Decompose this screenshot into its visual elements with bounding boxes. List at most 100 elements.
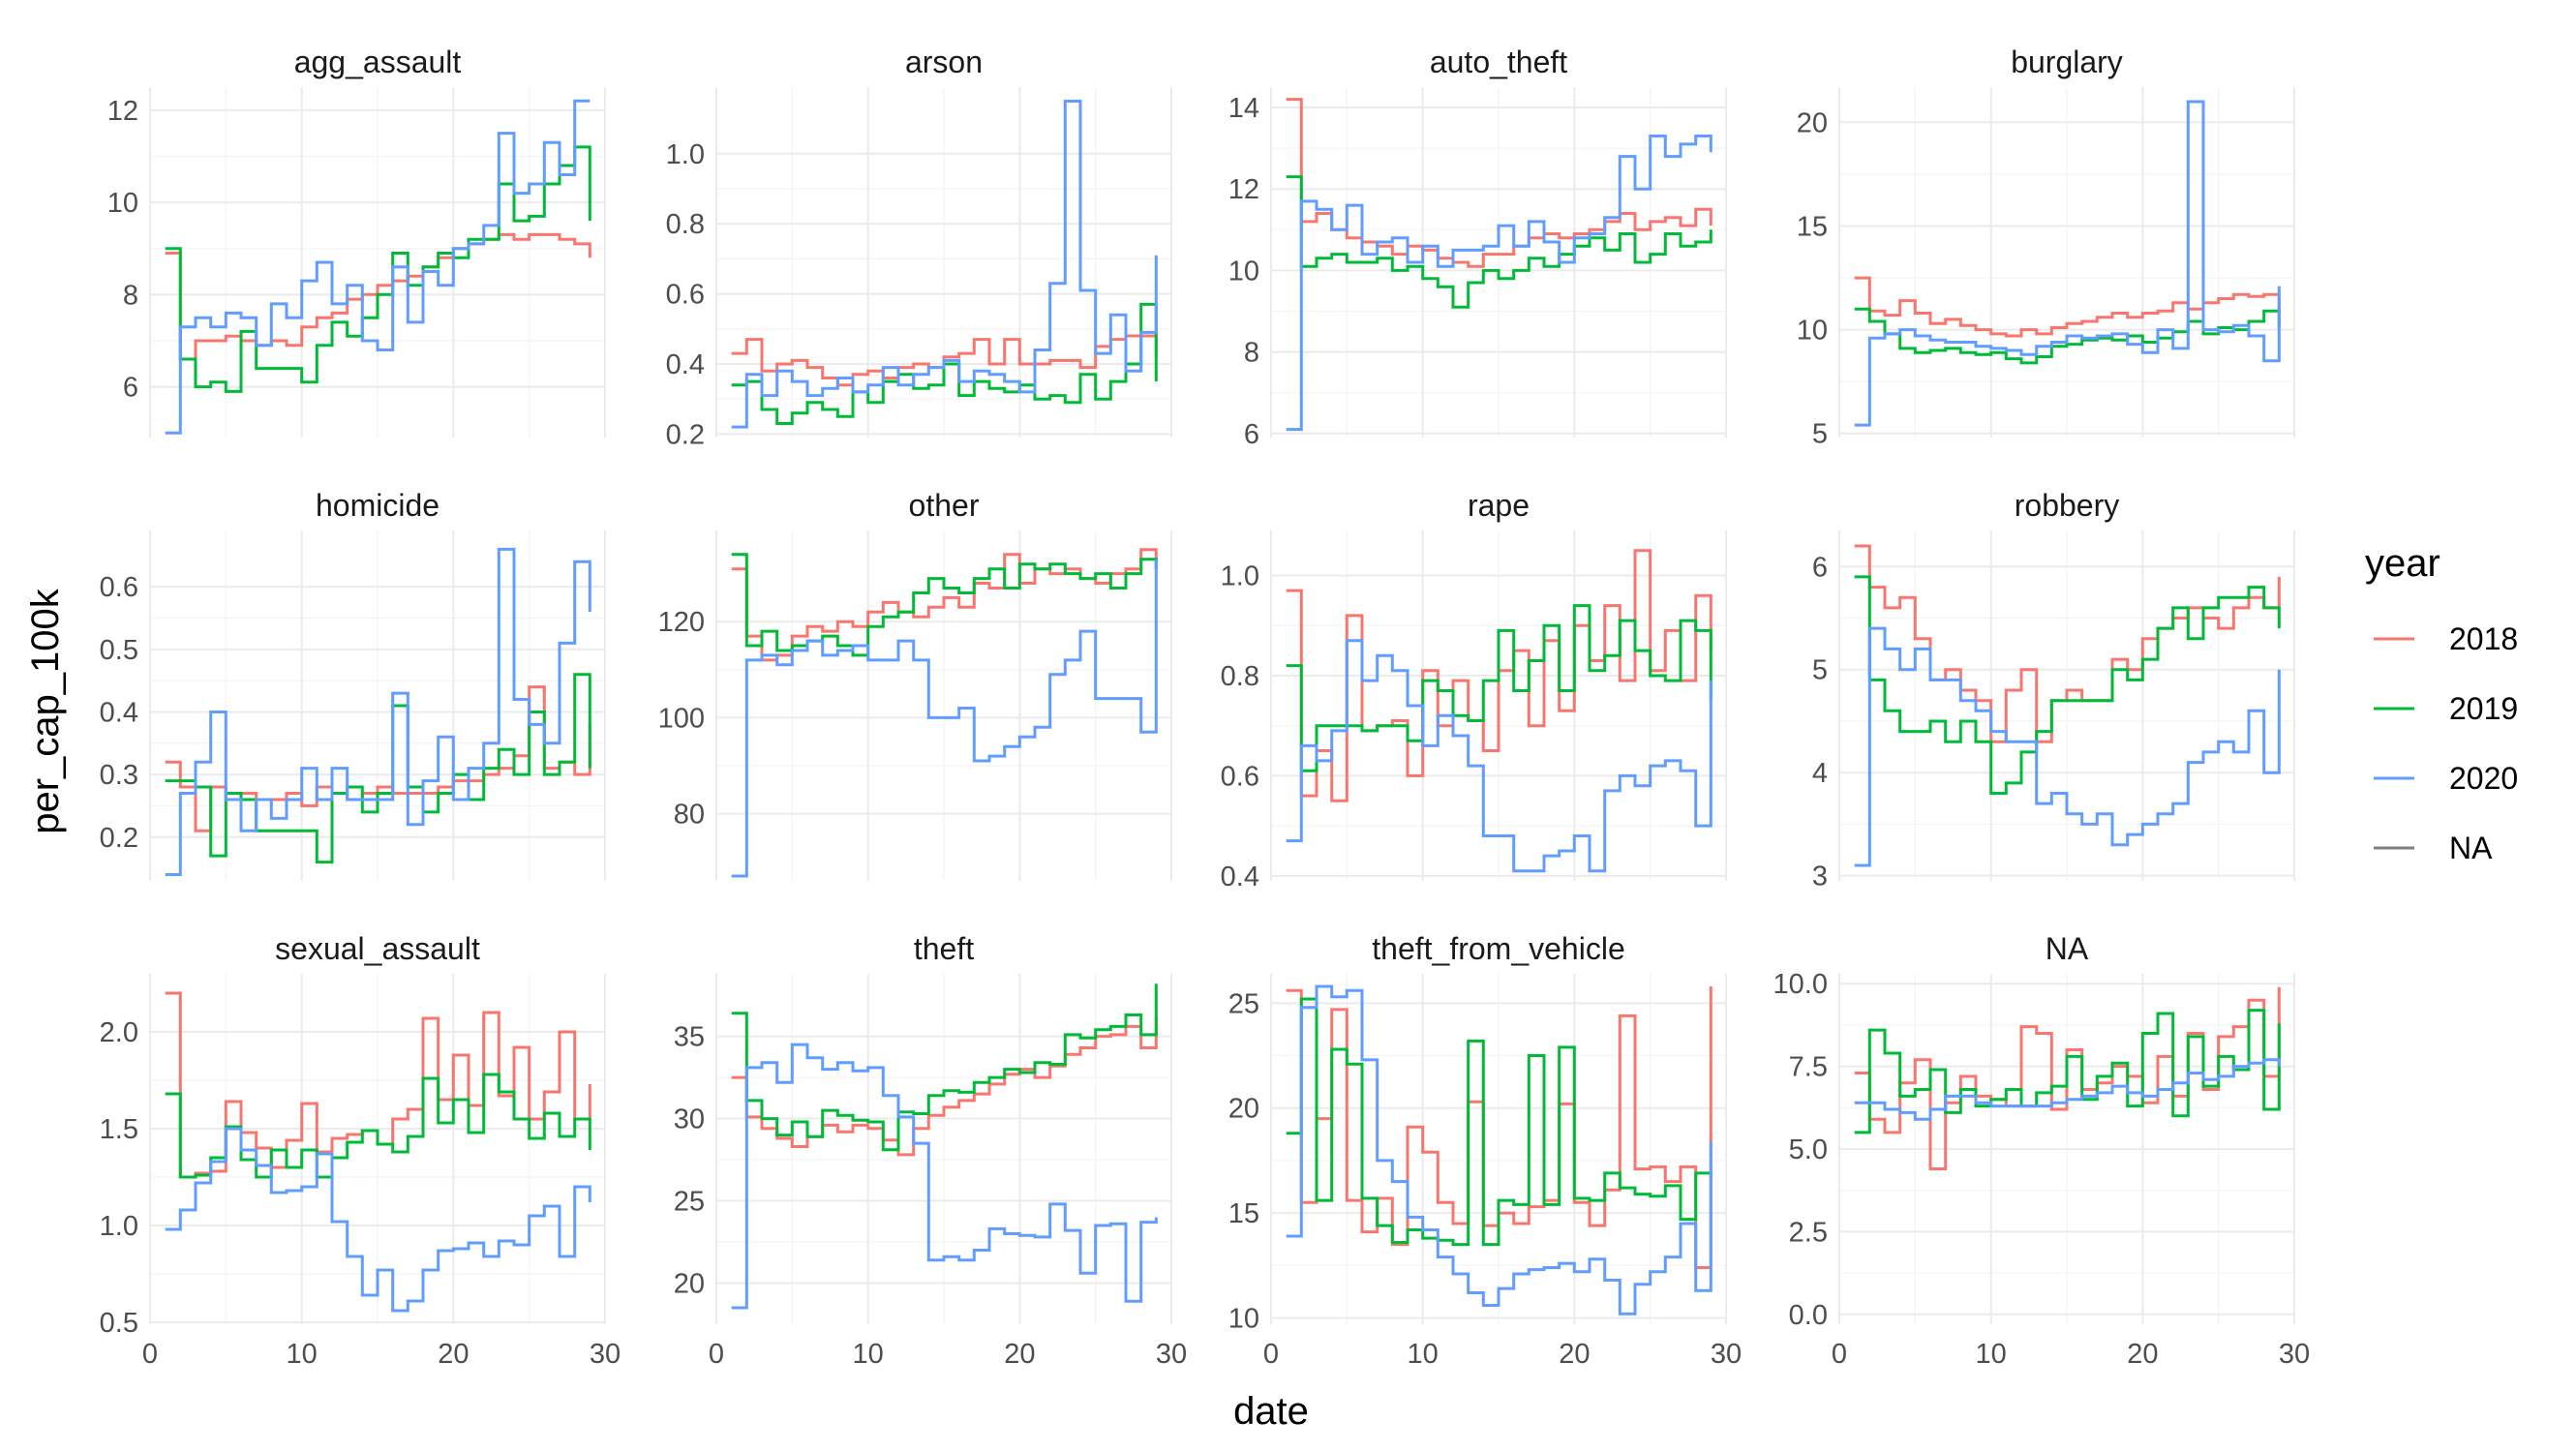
- series-2019-line: [165, 145, 591, 393]
- panel-title: theft_from_vehicle: [1372, 931, 1624, 966]
- x-tick-label: 30: [1711, 1339, 1742, 1370]
- y-tick-label: 25: [1228, 988, 1259, 1019]
- x-tick-label: 10: [853, 1339, 884, 1370]
- y-tick-label: 1.0: [1221, 561, 1259, 592]
- series-2020-line: [731, 559, 1158, 878]
- facet-panels: agg_assault 6 8 10 12 arson 0.2 0.4 0.6 0.8 1.0 aut…: [100, 45, 2310, 1370]
- y-tick-label: 10: [107, 188, 138, 219]
- y-tick-label: 7.5: [1789, 1052, 1828, 1083]
- y-tick-label: 20: [1797, 107, 1828, 138]
- x-tick-label: 30: [1156, 1339, 1187, 1370]
- y-tick-label: 10: [1228, 1303, 1259, 1334]
- y-tick-label: 6: [1812, 552, 1828, 583]
- panel-agg-assault: agg_assault 6 8 10 12: [107, 45, 606, 438]
- y-tick-label: 5.0: [1789, 1134, 1828, 1165]
- legend-title: year: [2365, 542, 2440, 585]
- y-tick-label: 0.8: [666, 209, 705, 240]
- y-tick-label: 0.4: [666, 349, 705, 380]
- panel-title: NA: [2046, 931, 2089, 966]
- x-tick-label: 10: [1976, 1339, 2007, 1370]
- panel-arson: arson 0.2 0.4 0.6 0.8 1.0: [666, 45, 1172, 450]
- series-2020-line: [165, 547, 591, 876]
- legend-label-2018: 2018: [2449, 621, 2518, 656]
- y-axis-title: per_cap_100k: [24, 588, 67, 834]
- panel-title: arson: [905, 45, 983, 79]
- series-2020-line: [165, 99, 591, 435]
- series-2018-line: [731, 1016, 1158, 1157]
- y-tick-label: 10: [1797, 316, 1828, 347]
- y-tick-label: 6: [123, 373, 138, 404]
- y-tick-label: 80: [674, 800, 705, 831]
- series-2019-line: [1854, 575, 2281, 795]
- series-2020-line: [731, 100, 1158, 429]
- x-tick-label: 20: [2127, 1339, 2158, 1370]
- y-tick-label: 15: [1228, 1198, 1259, 1229]
- x-tick-label: 20: [438, 1339, 469, 1370]
- y-tick-label: 1.5: [100, 1114, 138, 1145]
- x-tick-label: 20: [1559, 1339, 1590, 1370]
- y-tick-label: 2.0: [100, 1017, 138, 1048]
- x-tick-label: 0: [709, 1339, 724, 1370]
- y-tick-label: 30: [674, 1104, 705, 1135]
- panel-title: other: [909, 488, 980, 523]
- y-tick-label: 20: [674, 1269, 705, 1300]
- x-axis-title: date: [1233, 1390, 1309, 1433]
- panel-title: auto_theft: [1430, 45, 1567, 79]
- panel-title: homicide: [316, 488, 439, 523]
- y-tick-label: 8: [1244, 338, 1259, 369]
- y-tick-label: 120: [658, 607, 705, 638]
- legend-label-na: NA: [2449, 831, 2493, 865]
- panel-rape: rape 0.4 0.6 0.8 1.0: [1221, 488, 1727, 892]
- y-tick-label: 0.6: [1221, 761, 1259, 792]
- x-tick-label: 0: [142, 1339, 158, 1370]
- panel-title: agg_assault: [294, 45, 462, 79]
- y-tick-label: 0.2: [666, 419, 705, 450]
- y-tick-label: 0.3: [100, 760, 138, 791]
- y-tick-label: 0.4: [100, 697, 138, 728]
- series-2019-line: [731, 983, 1158, 1152]
- series-2020-line: [1854, 626, 2281, 867]
- series-2018-line: [1854, 276, 2281, 338]
- y-tick-label: 8: [123, 280, 138, 311]
- series-2018-line: [1854, 986, 2281, 1170]
- series-2019-line: [1286, 997, 1712, 1247]
- y-tick-label: 0.5: [100, 1308, 138, 1339]
- y-tick-label: 5: [1812, 655, 1828, 686]
- y-tick-label: 14: [1228, 93, 1259, 124]
- y-tick-label: 15: [1797, 212, 1828, 243]
- series-2020-line: [1854, 1058, 2281, 1121]
- y-tick-label: 1.0: [100, 1211, 138, 1242]
- y-tick-label: 0.2: [100, 823, 138, 854]
- y-tick-label: 20: [1228, 1094, 1259, 1125]
- legend-label-2020: 2020: [2449, 761, 2518, 796]
- panel-title: rape: [1468, 488, 1530, 523]
- y-tick-label: 0.0: [1789, 1300, 1828, 1331]
- panel-auto-theft: auto_theft 6 8 10 12 14: [1228, 45, 1727, 450]
- panel-title: theft: [914, 931, 974, 966]
- panel-homicide: homicide 0.2 0.3 0.4 0.5 0.6: [100, 488, 606, 881]
- y-tick-label: 0.6: [666, 280, 705, 311]
- panel-title: robbery: [2015, 488, 2120, 523]
- series-2020-line: [1286, 984, 1712, 1316]
- y-tick-label: 5: [1812, 419, 1828, 450]
- series-2020-line: [731, 1043, 1158, 1310]
- series-2019-line: [1286, 604, 1712, 772]
- panel-theft: theft 20 25 30 35 0 10 20 30: [674, 931, 1187, 1370]
- y-tick-label: 25: [674, 1187, 705, 1218]
- panel-na: NA 0.0 2.5 5.0 7.5 10.0 0 10 20 30: [1773, 931, 2311, 1370]
- series-2020-line: [1854, 100, 2281, 427]
- series-2019-line: [1286, 175, 1712, 309]
- y-tick-label: 1.0: [666, 139, 705, 170]
- y-tick-label: 10.0: [1773, 969, 1828, 1000]
- y-tick-label: 10: [1228, 256, 1259, 287]
- x-tick-label: 20: [1004, 1339, 1035, 1370]
- panel-robbery: robbery 3 4 5 6: [1812, 488, 2295, 892]
- x-tick-label: 10: [287, 1339, 318, 1370]
- x-tick-label: 10: [1408, 1339, 1439, 1370]
- series-2018-line: [1854, 544, 2281, 743]
- legend: year 2018 2019 2020 NA: [2365, 542, 2518, 865]
- y-tick-label: 100: [658, 703, 705, 734]
- y-tick-label: 0.8: [1221, 661, 1259, 692]
- panel-title: sexual_assault: [275, 931, 480, 966]
- y-tick-label: 0.5: [100, 635, 138, 666]
